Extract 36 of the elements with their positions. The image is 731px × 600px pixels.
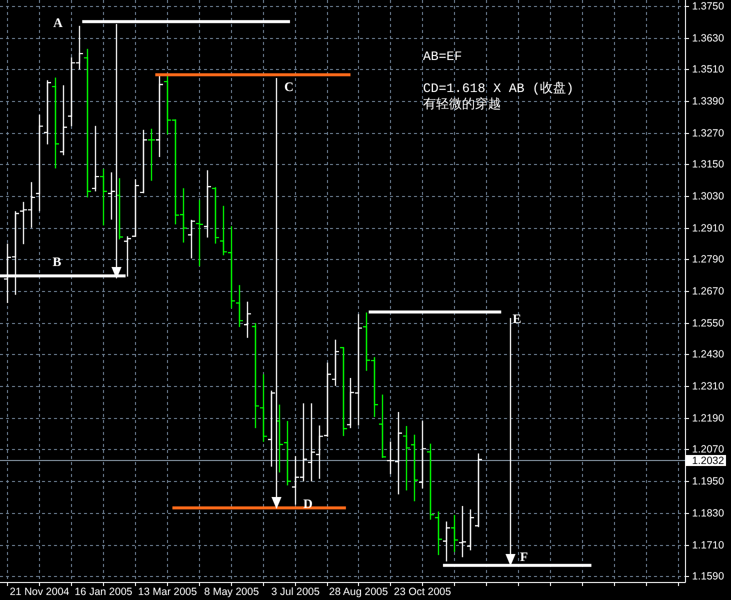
x-tick-label: 8 May 2005 bbox=[204, 586, 260, 598]
y-tick-label: 1.2910 bbox=[692, 222, 724, 234]
x-tick-label: 3 Jul 2005 bbox=[271, 586, 320, 598]
y-tick-label: 1.2430 bbox=[692, 348, 724, 360]
y-tick-label: 1.1950 bbox=[692, 476, 724, 488]
annotation: E bbox=[512, 311, 522, 326]
x-tick-label: 23 Oct 2005 bbox=[394, 586, 452, 598]
annotation: C bbox=[284, 79, 294, 94]
x-tick-label: 21 Nov 2004 bbox=[10, 586, 70, 598]
x-tick-label: 13 Mar 2005 bbox=[138, 586, 198, 598]
y-tick-label: 1.1710 bbox=[692, 540, 724, 552]
y-tick-label: 1.2670 bbox=[692, 286, 724, 298]
y-tick-label: 1.2550 bbox=[692, 318, 724, 330]
annotation: CD=1.618 X AB (收盘) bbox=[423, 81, 574, 96]
y-tick-label: 1.3630 bbox=[692, 32, 724, 44]
x-tick-label: 16 Jan 2005 bbox=[74, 586, 133, 598]
y-tick-label: 1.1830 bbox=[692, 508, 724, 520]
annotation: A bbox=[53, 15, 64, 30]
y-tick-label: 1.1590 bbox=[692, 570, 724, 582]
ref-label: 1.2032 bbox=[686, 455, 726, 467]
x-tick-label: 28 Aug 2005 bbox=[329, 586, 388, 598]
annotation: F bbox=[520, 549, 528, 564]
y-tick-label: 1.2790 bbox=[692, 254, 724, 266]
y-tick-label: 1.2070 bbox=[692, 444, 724, 456]
y-tick-label: 1.2310 bbox=[692, 380, 724, 392]
y-tick-label: 1.3510 bbox=[692, 64, 724, 76]
y-tick-label: 1.3030 bbox=[692, 190, 724, 202]
annotation: B bbox=[52, 254, 62, 269]
y-tick-label: 1.3150 bbox=[692, 158, 724, 170]
annotation: AB=EF bbox=[423, 49, 462, 64]
y-tick-label: 1.3750 bbox=[692, 0, 724, 12]
y-tick-label: 1.2190 bbox=[692, 412, 724, 424]
ref-line-label: 1.2032 bbox=[692, 455, 724, 467]
annotation: 有轻微的穿越 bbox=[423, 97, 501, 112]
y-tick-label: 1.3270 bbox=[692, 128, 724, 140]
y-tick-label: 1.3390 bbox=[692, 96, 724, 108]
